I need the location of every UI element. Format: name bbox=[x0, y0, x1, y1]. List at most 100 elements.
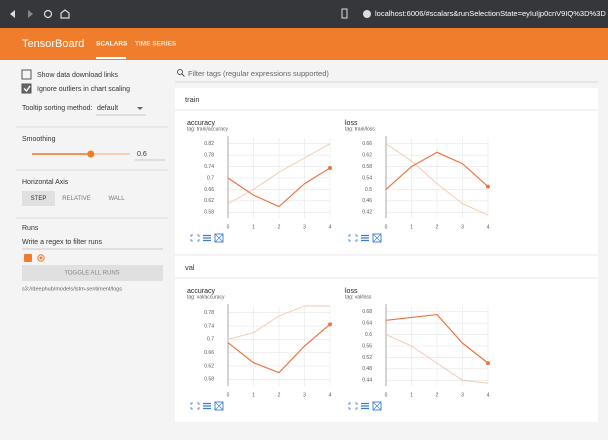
x-tick-label: 2 bbox=[278, 224, 281, 230]
toggle-button[interactable] bbox=[22, 265, 163, 281]
series-line bbox=[227, 305, 330, 340]
expand-icon[interactable] bbox=[214, 401, 224, 411]
axis-option[interactable]: RELATIVE bbox=[62, 196, 91, 202]
url[interactable]: localhost:6006/#scalars&runSelectionStat… bbox=[375, 9, 606, 18]
chart-tag: tag: train/loss bbox=[345, 126, 375, 132]
axis-option[interactable]: WALL bbox=[108, 196, 125, 202]
axis-button-bg bbox=[22, 191, 55, 206]
x-tick-label: 2 bbox=[278, 392, 281, 398]
series-line bbox=[385, 334, 489, 384]
section-card bbox=[175, 256, 598, 422]
run-checkbox[interactable] bbox=[24, 254, 32, 262]
expand-icon[interactable] bbox=[372, 401, 382, 411]
fit-icon[interactable] bbox=[348, 402, 358, 410]
tag-filter[interactable]: Filter tags (regular expressions support… bbox=[188, 69, 329, 78]
slider-thumb[interactable] bbox=[87, 150, 95, 158]
section-title: val bbox=[185, 263, 195, 272]
last-point bbox=[486, 361, 490, 366]
x-tick-label: 3 bbox=[303, 392, 306, 398]
series-line bbox=[385, 143, 489, 216]
legend-icon[interactable] bbox=[203, 234, 211, 242]
checkbox[interactable] bbox=[21, 83, 32, 94]
expand-icon-cross bbox=[372, 401, 382, 411]
chart-tag: tag: val/accuracy bbox=[187, 294, 225, 300]
checkmark bbox=[23, 85, 31, 93]
series-line bbox=[385, 313, 489, 364]
x-tick-label: 4 bbox=[329, 392, 332, 398]
expand-icon-cross bbox=[214, 401, 224, 411]
back-button[interactable] bbox=[10, 10, 15, 18]
chart-title: accuracy bbox=[187, 288, 216, 295]
y-tick-label: 0.54 bbox=[362, 175, 372, 181]
series-line bbox=[227, 323, 331, 374]
axis-label: Horizontal Axis bbox=[22, 179, 69, 186]
smoothing-value[interactable]: 0.6 bbox=[137, 151, 147, 158]
y-tick-label: 0.6 bbox=[365, 332, 372, 338]
y-tick-label: 0.74 bbox=[204, 323, 214, 329]
runs-label: Runs bbox=[22, 225, 39, 232]
x-tick-label: 3 bbox=[461, 224, 464, 230]
y-tick-label: 0.7 bbox=[207, 337, 214, 343]
y-tick-label: 0.74 bbox=[204, 164, 214, 170]
option-label: Show data download links bbox=[37, 72, 118, 79]
run-color-dot bbox=[39, 256, 43, 260]
y-tick-label: 0.44 bbox=[362, 378, 372, 384]
chart-title: loss bbox=[345, 288, 358, 295]
bookmark-icon[interactable] bbox=[341, 8, 348, 19]
axis-option[interactable]: STEP bbox=[31, 196, 47, 202]
x-tick-label: 0 bbox=[385, 224, 388, 230]
search-icon bbox=[181, 73, 185, 77]
info-icon[interactable] bbox=[363, 10, 371, 18]
app-header bbox=[0, 28, 608, 60]
y-tick-label: 0.48 bbox=[362, 366, 372, 372]
runs-filter[interactable]: Write a regex to filter runs bbox=[22, 239, 103, 246]
legend-icon[interactable] bbox=[361, 234, 369, 242]
home-button[interactable] bbox=[60, 9, 70, 19]
nav-tab[interactable]: SCALARS bbox=[96, 41, 128, 48]
legend-icon[interactable] bbox=[203, 402, 211, 410]
x-tick-label: 3 bbox=[303, 224, 306, 230]
fit-icon[interactable] bbox=[190, 234, 200, 242]
x-tick-label: 1 bbox=[252, 224, 255, 230]
y-tick-label: 0.62 bbox=[204, 198, 214, 204]
expand-icon-cross bbox=[214, 233, 224, 243]
y-tick-label: 0.42 bbox=[362, 210, 372, 216]
series-line bbox=[385, 151, 489, 190]
last-point bbox=[328, 322, 332, 327]
x-tick-label: 4 bbox=[487, 224, 490, 230]
last-point bbox=[486, 184, 490, 189]
y-tick-label: 0.64 bbox=[362, 320, 372, 326]
y-tick-label: 0.66 bbox=[204, 350, 214, 356]
y-tick-label: 0.78 bbox=[204, 152, 214, 158]
browser-bar bbox=[0, 0, 608, 28]
reload-button[interactable] bbox=[43, 9, 53, 19]
expand-icon[interactable] bbox=[214, 233, 224, 243]
y-tick-label: 0.78 bbox=[204, 310, 214, 316]
forward-button[interactable] bbox=[28, 10, 33, 18]
legend-icon[interactable] bbox=[361, 402, 369, 410]
chart-tag: tag: val/loss bbox=[345, 294, 372, 300]
run-color[interactable] bbox=[37, 254, 45, 262]
nav-tab[interactable]: TIME SERIES bbox=[135, 41, 177, 48]
checkbox[interactable] bbox=[21, 69, 32, 80]
chart-tag: tag: train/accuracy bbox=[187, 126, 228, 132]
x-tick-label: 1 bbox=[410, 392, 413, 398]
x-tick-label: 0 bbox=[227, 224, 230, 230]
section-title: train bbox=[185, 95, 200, 104]
tooltip-select[interactable]: default bbox=[97, 105, 118, 112]
y-tick-label: 0.56 bbox=[362, 343, 372, 349]
fit-icon[interactable] bbox=[348, 234, 358, 242]
expand-icon[interactable] bbox=[372, 233, 382, 243]
x-tick-label: 2 bbox=[436, 224, 439, 230]
x-tick-label: 4 bbox=[487, 392, 490, 398]
run-path: s3://deephub/models/lstm-sentiment/logs bbox=[22, 286, 122, 292]
x-tick-label: 4 bbox=[329, 224, 332, 230]
y-tick-label: 0.58 bbox=[204, 377, 214, 383]
x-tick-label: 0 bbox=[227, 392, 230, 398]
y-tick-label: 0.66 bbox=[362, 141, 372, 147]
fit-icon[interactable] bbox=[190, 402, 200, 410]
